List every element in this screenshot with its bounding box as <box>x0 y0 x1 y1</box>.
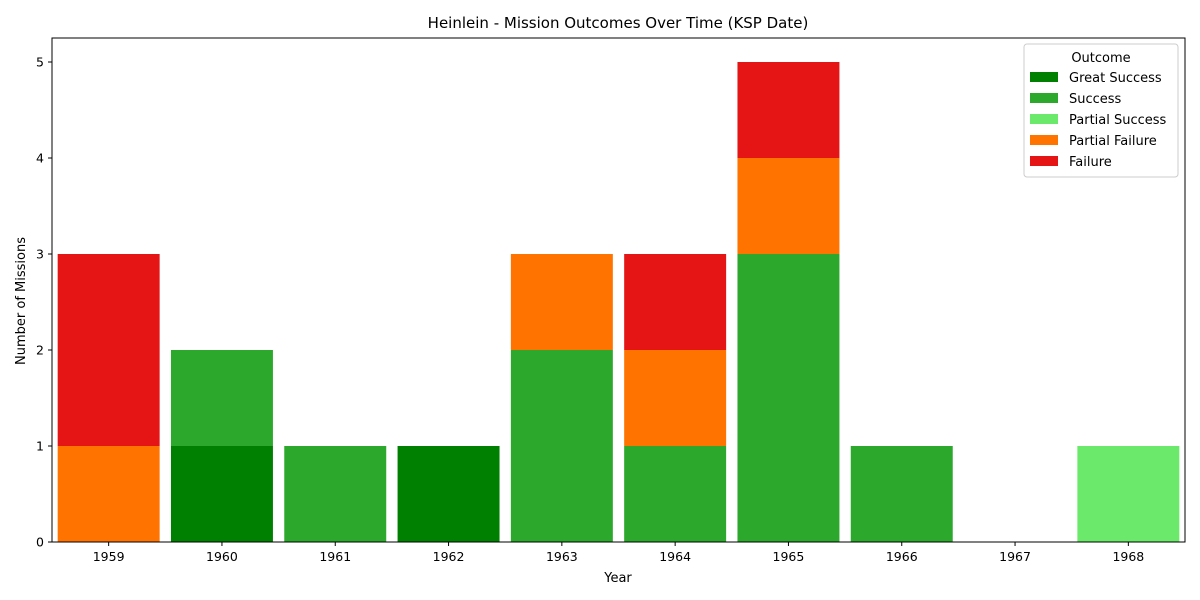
bar-1965-partial-failure <box>737 158 840 254</box>
x-tick-label: 1964 <box>659 549 691 564</box>
bars-layer <box>57 62 1180 542</box>
x-tick-label: 1963 <box>546 549 578 564</box>
x-tick-label: 1965 <box>773 549 805 564</box>
bar-1960-success <box>170 350 273 446</box>
bar-1959-failure <box>57 254 160 446</box>
y-tick-label: 3 <box>36 247 44 262</box>
legend-swatch <box>1030 156 1058 166</box>
y-tick-label: 4 <box>36 151 44 166</box>
x-tick-label: 1959 <box>93 549 125 564</box>
y-axis-label: Number of Missions <box>14 237 29 365</box>
bar-1960-great-success <box>170 446 273 542</box>
bar-1964-failure <box>624 254 727 350</box>
bar-1962-great-success <box>397 446 500 542</box>
bar-1961-success <box>284 446 387 542</box>
y-tick-label: 1 <box>36 439 44 454</box>
legend-title: Outcome <box>1071 51 1130 66</box>
axes-layer: 1959 1960 1961 1962 1963 1964 1965 1966 1967 1968… <box>36 37 1186 564</box>
legend-swatch <box>1030 114 1058 124</box>
legend-label: Partial Success <box>1069 113 1167 128</box>
bar-1964-success <box>624 446 727 542</box>
bar-1964-partial-failure <box>624 350 727 446</box>
x-tick-label: 1968 <box>1112 549 1144 564</box>
y-tick-label: 5 <box>36 55 44 70</box>
chart-title: Heinlein - Mission Outcomes Over Time (K… <box>428 14 809 32</box>
legend: Outcome Great Success Success Partial Succe… <box>1023 43 1179 178</box>
legend-label: Great Success <box>1069 71 1162 86</box>
x-axis-label: Year <box>603 571 632 586</box>
x-tick-label: 1960 <box>206 549 238 564</box>
x-tick-label: 1961 <box>319 549 351 564</box>
legend-swatch <box>1030 93 1058 103</box>
legend-label: Success <box>1069 92 1122 107</box>
legend-box <box>1023 43 1179 178</box>
x-tick-label: 1967 <box>999 549 1031 564</box>
legend-label: Partial Failure <box>1069 134 1157 149</box>
plot-frame <box>51 37 1186 543</box>
legend-swatch <box>1030 135 1058 145</box>
bar-1966-success <box>850 446 953 542</box>
y-tick-label: 0 <box>36 535 44 550</box>
bar-1965-failure <box>737 62 840 158</box>
legend-label: Failure <box>1069 155 1112 170</box>
x-tick-label: 1962 <box>433 549 465 564</box>
bar-1959-partial-failure <box>57 446 160 542</box>
x-tick-label: 1966 <box>886 549 918 564</box>
legend-swatch <box>1030 72 1058 82</box>
bar-1968-partial-success <box>1077 446 1180 542</box>
bar-1963-partial-failure <box>510 254 613 350</box>
y-tick-label: 2 <box>36 343 44 358</box>
bar-1965-success <box>737 254 840 542</box>
bar-1963-success <box>510 350 613 542</box>
